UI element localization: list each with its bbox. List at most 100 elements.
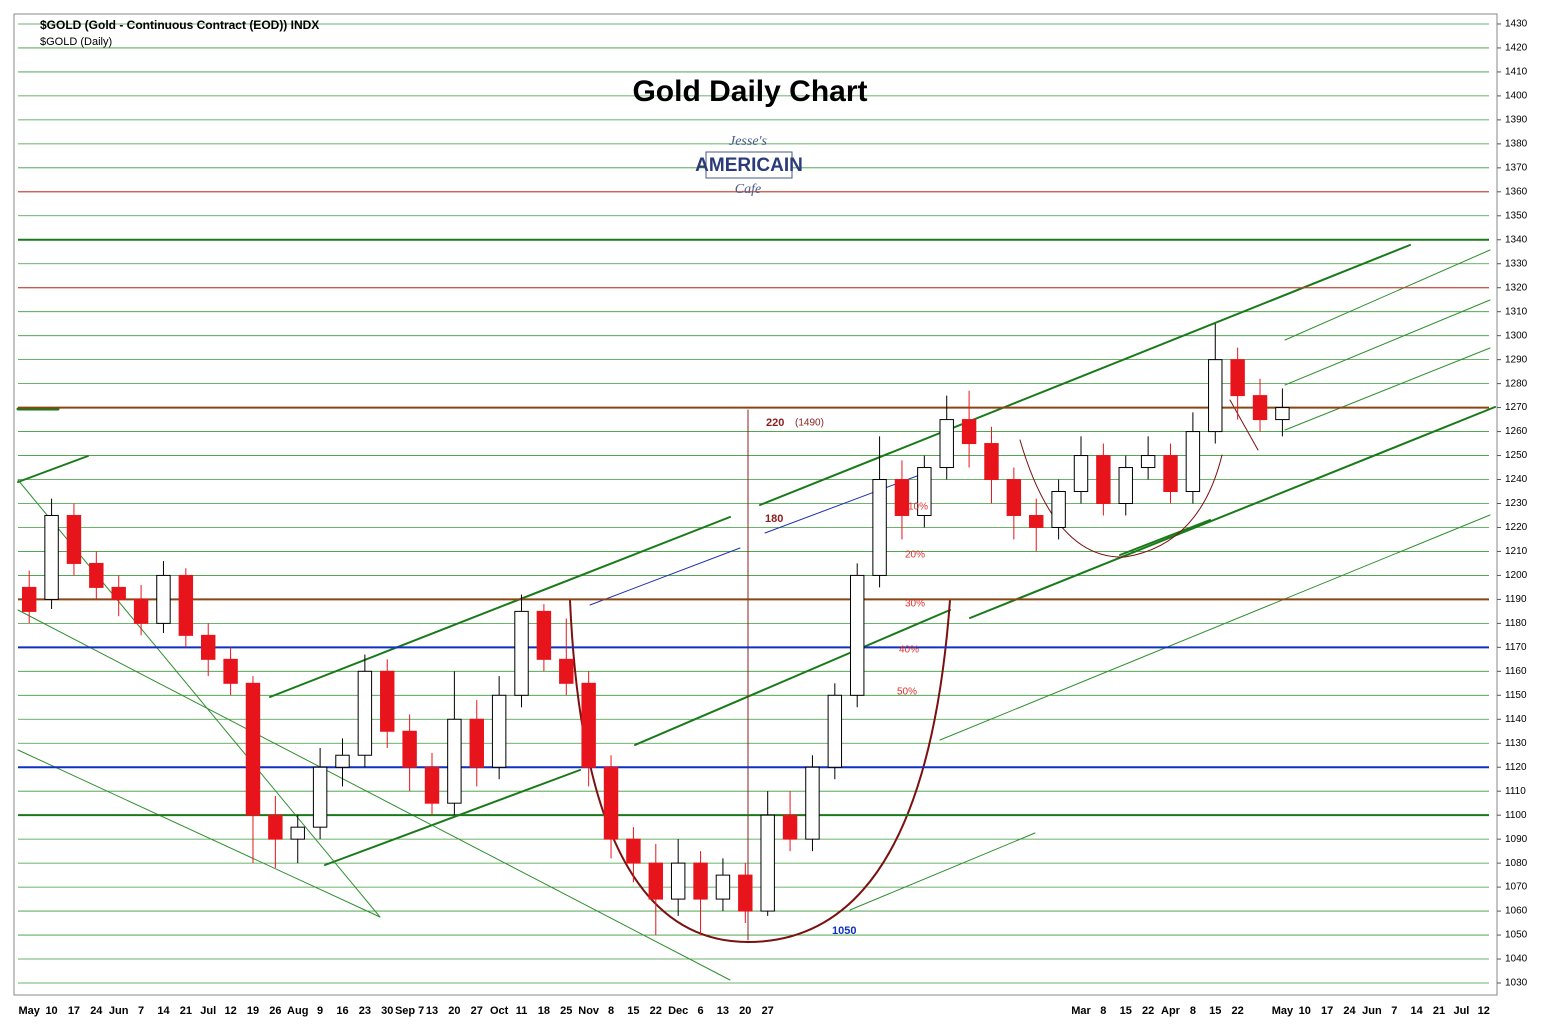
y-tick-label: 1040 [1505,954,1528,965]
annotation: 180 [765,513,783,525]
y-tick-label: 1270 [1505,402,1528,413]
x-tick-label: 18 [538,1005,550,1017]
axes: 1030104010501060107010801090110011101120… [18,19,1527,1017]
candle-body [357,670,373,756]
y-tick-label: 1120 [1505,762,1527,773]
y-tick-label: 1310 [1505,306,1528,317]
x-tick-label: 12 [1478,1005,1490,1017]
x-tick-label: 26 [269,1005,281,1017]
x-tick-label: Apr [1161,1005,1181,1017]
candle-body [380,670,395,732]
candle-body [872,479,887,576]
y-tick-label: 1410 [1505,67,1528,78]
y-tick-label: 1190 [1505,594,1527,605]
y-tick-label: 1100 [1505,810,1527,821]
x-tick-label: 11 [516,1005,528,1017]
annotation: 30% [905,599,925,610]
y-tick-label: 1400 [1505,91,1528,102]
x-tick-label: 14 [157,1005,170,1017]
x-tick-label: 22 [1232,1005,1244,1017]
candle-body [1230,359,1245,397]
candle-body [201,634,216,660]
trend-line [589,547,741,606]
x-tick-label: 13 [717,1005,729,1017]
candle-body [424,766,440,804]
candle-body [984,443,999,481]
annotation: 220 [766,417,784,429]
candle-body [626,838,641,864]
candle-body [581,682,596,768]
candle-body [715,874,731,900]
y-tick-label: 1170 [1505,642,1527,653]
candle-body [491,694,507,768]
x-tick-label: 8 [608,1005,614,1017]
x-tick-label: 27 [762,1005,774,1017]
y-tick-label: 1080 [1505,858,1528,869]
plot-frame [13,13,1498,996]
trend-line [1284,249,1491,341]
trend-lines [16,244,1496,981]
annotation: 50% [897,687,917,698]
y-tick-label: 1330 [1505,258,1528,269]
x-tick-label: May [1272,1005,1294,1017]
candle-body [1006,479,1022,516]
y-tick-label: 1380 [1505,138,1528,149]
x-tick-label: 10 [1299,1005,1311,1017]
y-tick-label: 1130 [1505,738,1527,749]
candle-body [1185,431,1201,493]
y-tick-label: 1070 [1505,882,1528,893]
trend-line [849,832,1036,911]
candle-body [1051,491,1066,528]
candle-body [961,419,977,445]
candle-body [290,826,305,840]
logo-top: Jesse's [729,134,768,149]
candle-body [894,479,910,516]
x-tick-label: May [18,1005,40,1017]
candle-body [89,562,104,588]
candle-body [603,766,619,840]
cup-arc [569,599,951,944]
annotation: 10% [908,502,928,513]
trend-line [17,749,381,918]
candle-body [827,694,843,768]
y-tick-label: 1050 [1505,930,1528,941]
x-tick-label: Oct [490,1005,509,1017]
x-tick-label: Mar [1071,1005,1091,1017]
trend-line [324,769,581,866]
annotation: (1490) [795,418,824,429]
x-tick-label: 23 [359,1005,371,1017]
y-tick-label: 1290 [1505,354,1528,365]
x-tick-label: 7 [138,1005,144,1017]
x-tick-label: Jun [1362,1005,1382,1017]
level-layer [18,191,1489,817]
logo-bottom: Cafe [735,182,761,197]
annotations: 220 (1490) 180 1050 10% 20% 30% 40% 50% [765,417,928,937]
y-tick-label: 1180 [1505,618,1527,629]
y-tick-label: 1300 [1505,330,1528,341]
candle-body [760,814,775,912]
candle-body [469,718,484,768]
candle-body [693,862,708,900]
y-tick-label: 1140 [1505,714,1527,725]
x-tick-label: 21 [1433,1005,1445,1017]
y-tick-label: 1090 [1505,834,1528,845]
x-tick-label: 14 [1411,1005,1424,1017]
x-tick-label: Dec [668,1005,688,1017]
y-tick-label: 1350 [1505,210,1528,221]
x-tick-label: Nov [578,1005,600,1017]
candle-body [223,658,238,684]
logo-box [705,151,793,179]
x-tick-label: 17 [68,1005,80,1017]
x-tick-label: 15 [1209,1005,1221,1017]
x-tick-label: 19 [247,1005,259,1017]
logo: Jesse's AMERICAIN Cafe [695,134,803,197]
y-tick-label: 1390 [1505,115,1528,126]
annotation: 40% [899,645,919,656]
trend-line [759,244,1411,506]
y-tick-label: 1150 [1505,690,1527,701]
candle-body [1163,455,1178,493]
y-tick-label: 1220 [1505,522,1528,533]
period-line: $GOLD (Daily) [40,36,112,48]
y-tick-label: 1420 [1505,43,1528,54]
